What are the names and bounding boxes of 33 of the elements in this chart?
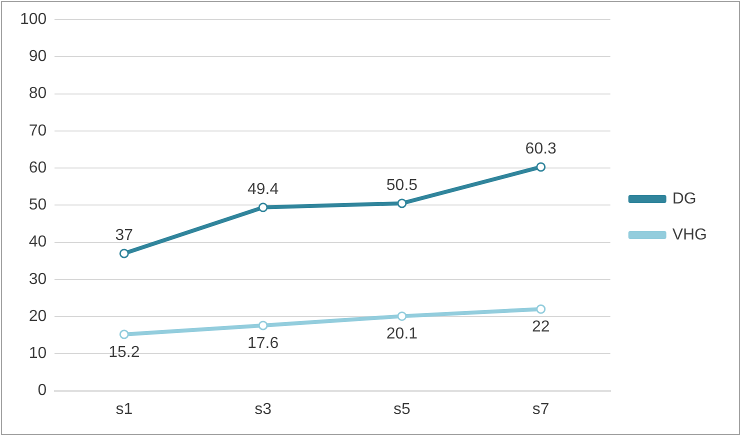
x-tick-label: s3 (254, 400, 272, 418)
point (258, 202, 268, 212)
point (119, 330, 129, 340)
data-label: 37 (115, 226, 134, 244)
data-label: 60.3 (525, 140, 557, 158)
data-label: 50.5 (386, 176, 418, 194)
x-tick-label: s1 (116, 400, 133, 418)
y-tick-label: 10 (28, 345, 47, 362)
legend-label: VHG (672, 226, 707, 244)
point (397, 311, 407, 321)
x-tick-label: s7 (532, 400, 550, 418)
point (536, 162, 546, 172)
y-tick-label: 40 (28, 234, 47, 251)
y-tick-label: 30 (28, 270, 47, 288)
y-tick-label: 70 (28, 122, 47, 140)
legend-label: DG (672, 190, 696, 208)
y-tick-label: 50 (28, 196, 47, 214)
point (119, 248, 129, 258)
y-tick-label: 0 (38, 382, 47, 400)
point (536, 304, 546, 314)
data-label: 20.1 (386, 326, 418, 343)
y-tick-label: 100 (20, 11, 47, 28)
y-tick-label: 80 (28, 85, 47, 102)
data-label: 49.4 (247, 180, 279, 198)
y-tick-label: 60 (28, 159, 47, 176)
data-label: 17.6 (247, 334, 279, 352)
data-label: 15.2 (108, 344, 140, 361)
x-tick-label: s5 (394, 400, 411, 418)
point (397, 198, 407, 208)
y-tick-label: 20 (28, 308, 47, 325)
point (258, 320, 268, 330)
data-label: 22 (532, 318, 550, 336)
y-tick-label: 90 (28, 48, 47, 66)
